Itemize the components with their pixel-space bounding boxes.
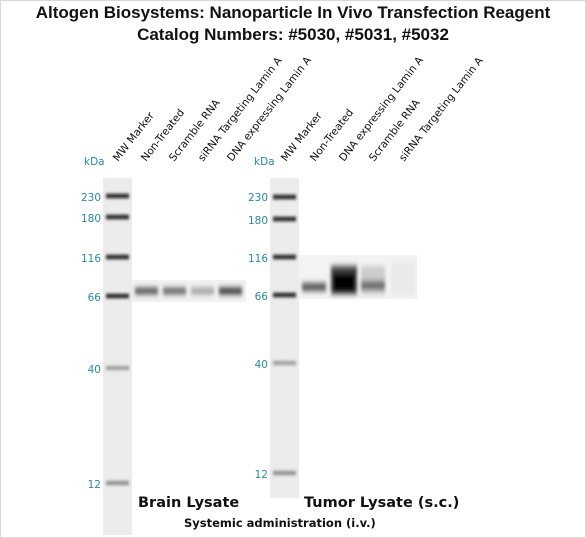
sample-area (132, 280, 246, 302)
ladder-bands (273, 195, 296, 475)
panel-label: Brain Lysate (138, 495, 239, 511)
unit-label: kDa (254, 156, 275, 168)
ladder-lane (270, 178, 299, 498)
title: Altogen Biosystems: Nanoparticle In Vivo… (36, 3, 551, 22)
sample-bands (135, 288, 242, 294)
marker-label: 66 (255, 291, 269, 303)
footer: Systemic administration (i.v.) (184, 516, 376, 530)
panel-label: Tumor Lysate (s.c.) (304, 495, 459, 511)
marker-label: 230 (81, 192, 101, 204)
marker-label: 12 (255, 469, 268, 481)
subtitle: Catalog Numbers: #5030, #5031, #5032 (137, 25, 449, 44)
marker-label: 230 (248, 192, 268, 204)
ladder-bands (106, 194, 129, 485)
marker-label: 116 (248, 253, 268, 265)
marker-label: 40 (88, 364, 101, 376)
ladder-lane (103, 178, 132, 535)
marker-label: 12 (88, 479, 101, 491)
tumor-gel (270, 178, 417, 498)
marker-label: 116 (81, 253, 101, 265)
marker-label: 40 (255, 359, 268, 371)
marker-label: 180 (81, 213, 101, 225)
brain-gel (103, 178, 246, 535)
sample-bands (302, 262, 415, 296)
marker-label: 180 (248, 215, 268, 227)
marker-label: 66 (88, 292, 102, 304)
unit-label: kDa (84, 156, 105, 168)
